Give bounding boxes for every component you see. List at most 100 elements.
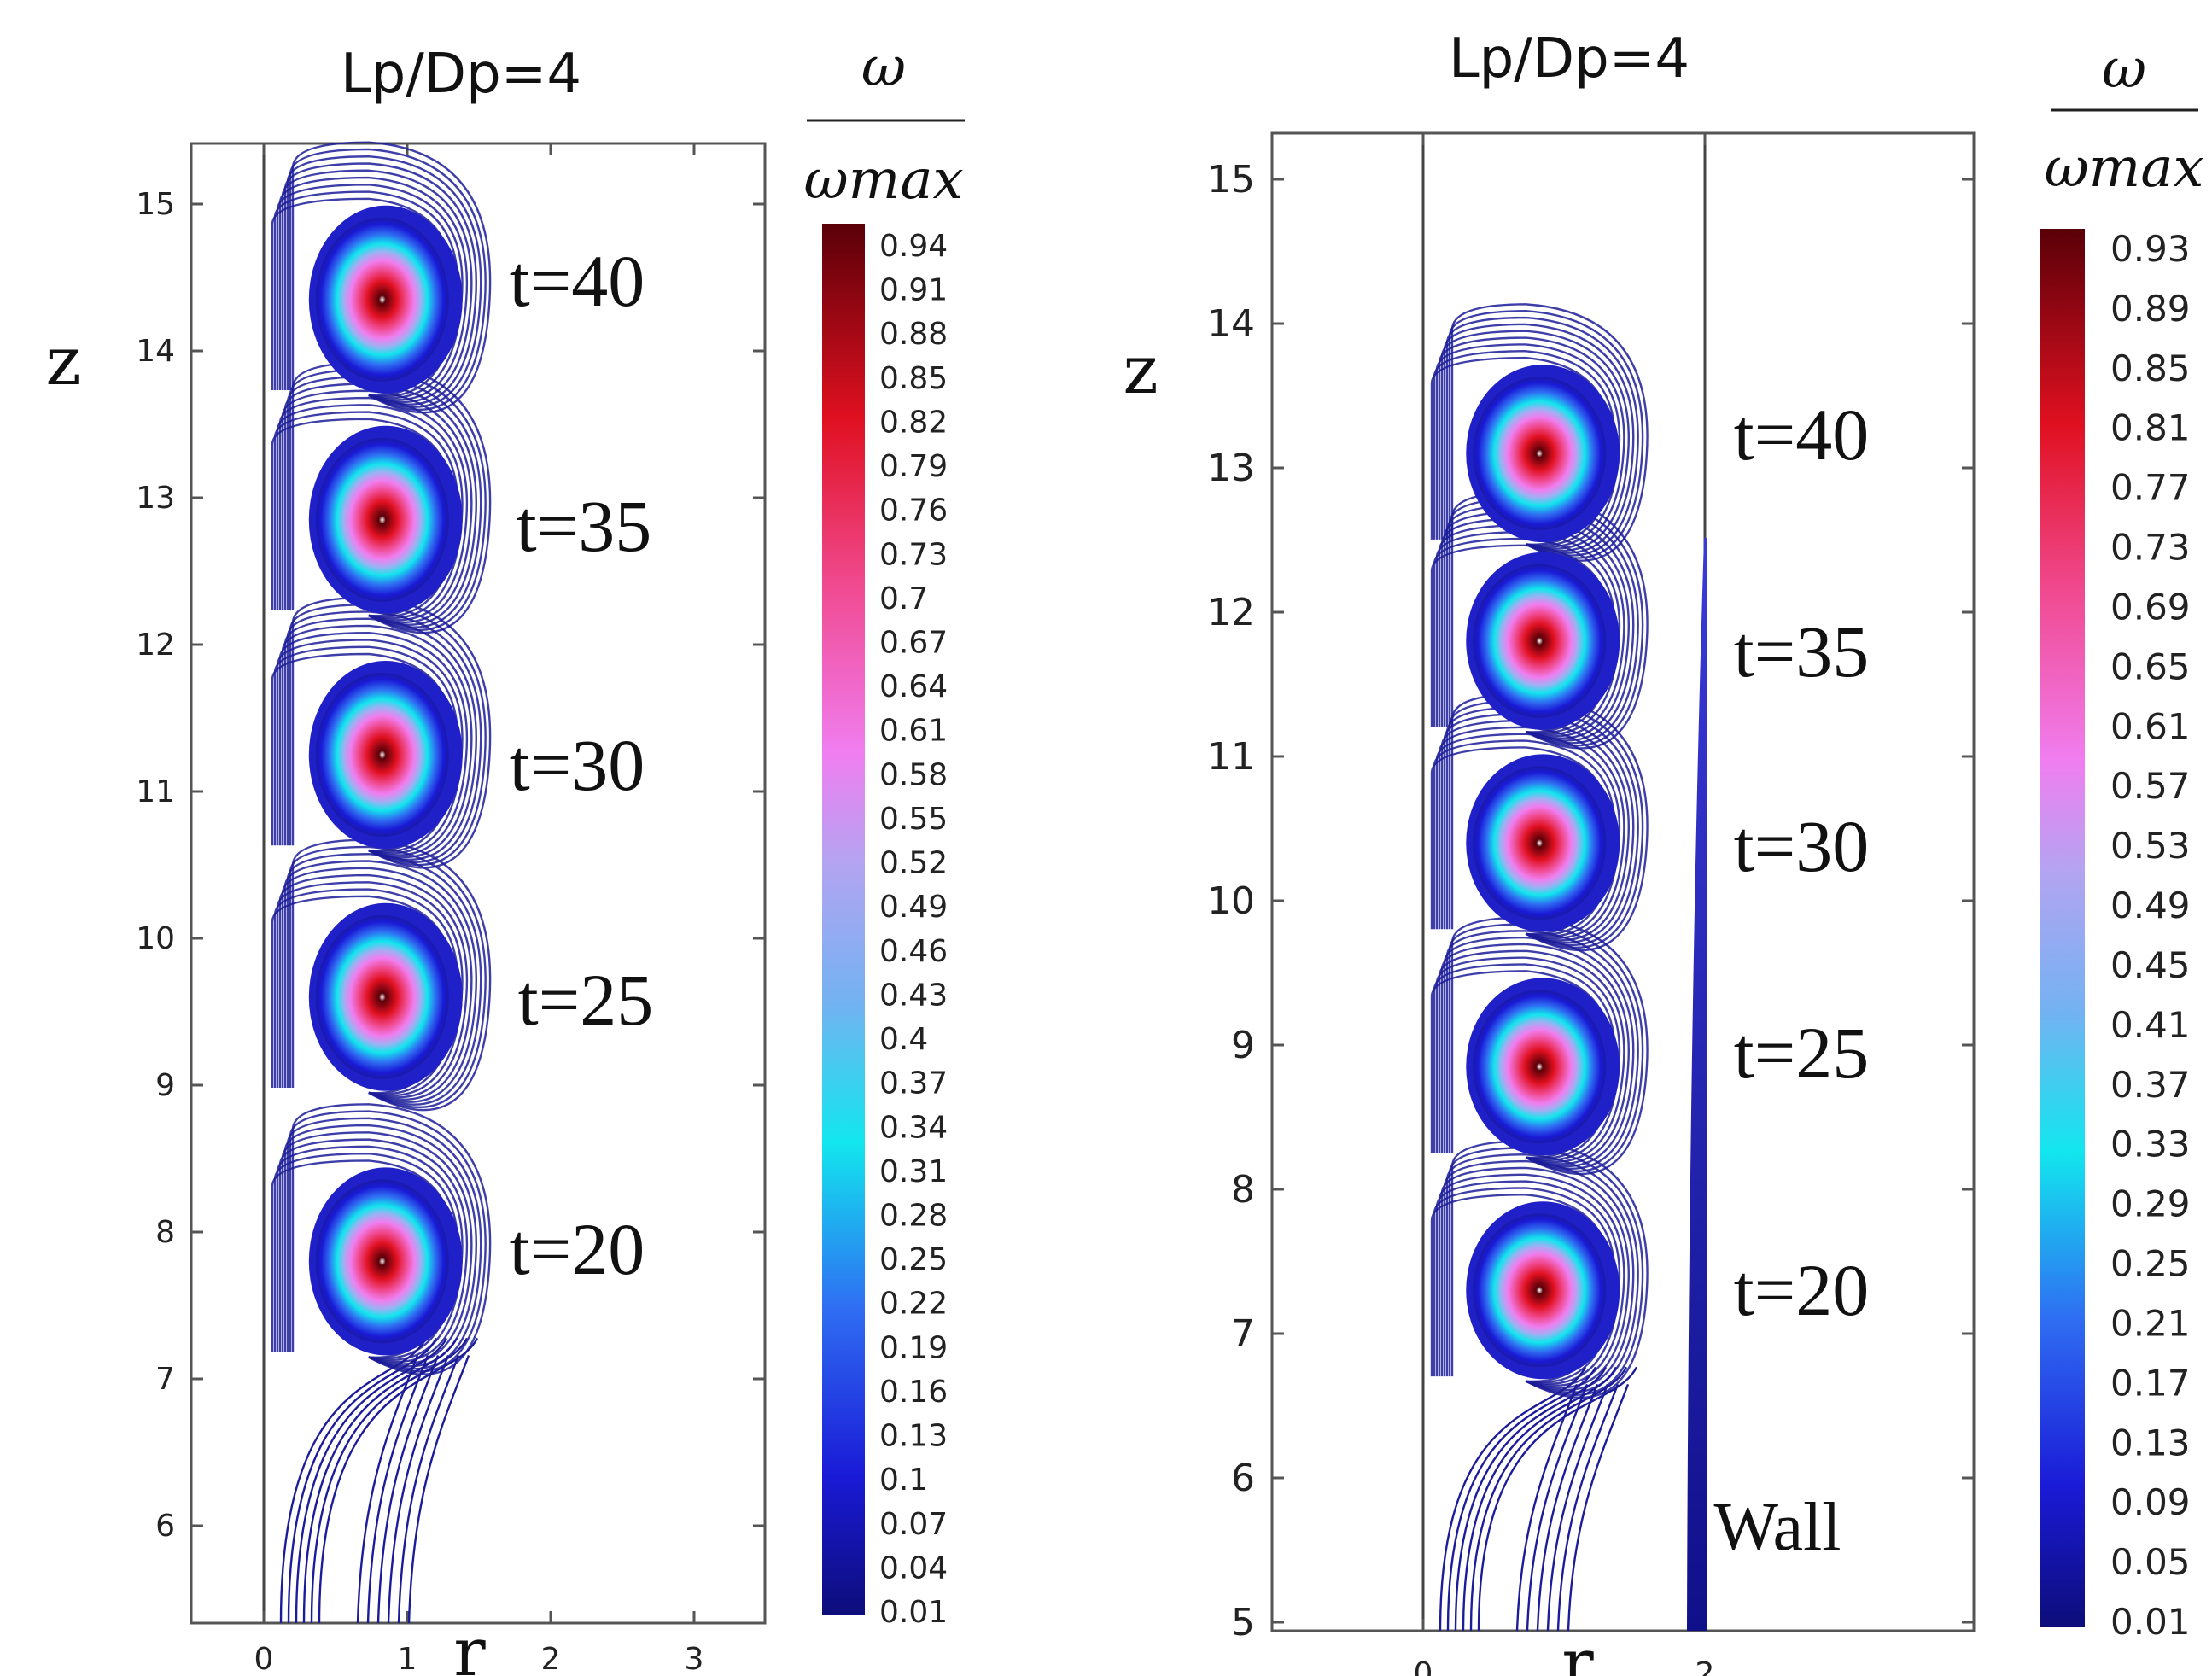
y-tick-label: 7 [1231, 1312, 1255, 1356]
right-vortex-rings [1466, 365, 1620, 1380]
colorbar-tick-label: 0.76 [879, 493, 948, 528]
right-streamlines [1430, 303, 1649, 1632]
colorbar-gradient [822, 224, 865, 1615]
streamline [278, 873, 469, 1099]
colorbar-tick-label: 0.04 [879, 1550, 948, 1585]
streamline [281, 624, 473, 859]
streamline [1433, 350, 1616, 546]
streamline [276, 639, 464, 855]
colorbar-tick-label: 0.89 [2110, 288, 2191, 330]
wall-boundary-layer [1687, 538, 1707, 1631]
colorbar-tick-label: 0.58 [879, 757, 948, 792]
streamline [1433, 537, 1616, 734]
wall-label: Wall [1713, 1490, 1841, 1565]
left-x-axis-label: r [453, 1615, 486, 1676]
colorbar-label-omega-max: ωmax [2044, 137, 2203, 200]
colorbar-tick-label: 0.49 [879, 890, 948, 925]
colorbar-tick-label: 0.55 [879, 802, 948, 837]
right-y-tick-labels: 5 6 7 8 9 10 11 12 13 14 15 [1207, 158, 1255, 1644]
colorbar-tick-label: 0.52 [879, 846, 948, 881]
left-panel-title: Lp/Dp=4 [341, 43, 581, 106]
right-x-tick-labels: 0 2 [1414, 1656, 1715, 1676]
streamline [1443, 712, 1635, 944]
colorbar-tick-label: 0.28 [879, 1198, 948, 1233]
streamline [281, 169, 473, 404]
colorbar-tick-label: 0.01 [879, 1595, 948, 1630]
colorbar-tick-label: 0.53 [2110, 825, 2191, 867]
colorbar-tick-label: 0.45 [2110, 944, 2191, 986]
streamline [291, 1103, 492, 1375]
y-tick-label: 15 [136, 187, 175, 222]
streamline [289, 603, 487, 867]
streamline [291, 141, 492, 414]
wake-streamline [318, 1337, 479, 1624]
colorbar-tick-label: 0.85 [879, 361, 948, 396]
right-colorbar: ω ωmax 0.930.890.850.810.770.730.690.650… [2040, 38, 2204, 1643]
streamline [291, 838, 492, 1112]
streamline [286, 853, 482, 1106]
streamline [291, 361, 492, 634]
vortex-ring-core [1473, 1213, 1607, 1368]
colorbar-tick-label: 0.88 [879, 317, 948, 352]
y-tick-label: 14 [136, 334, 175, 369]
y-tick-label: 11 [136, 774, 175, 809]
colorbar-tick-labels: 0.94 0.91 0.88 0.85 0.82 0.79 0.76 0.73 0.7 0.67 0… [879, 229, 948, 1630]
streamline [289, 845, 487, 1108]
streamline [1448, 699, 1644, 949]
y-tick-label: 6 [155, 1509, 175, 1544]
streamline [1433, 963, 1616, 1160]
left-colorbar: ω ωmax 0.940.910.880.850.820.790.760.730… [803, 36, 965, 1630]
y-tick-label: 15 [1207, 158, 1255, 201]
streamline [278, 176, 469, 401]
wake-streamline [1469, 1366, 1628, 1632]
streamline [278, 1138, 469, 1364]
colorbar-tick-label: 0.41 [2110, 1004, 2191, 1046]
colorbar-tick-label: 0.25 [879, 1242, 948, 1277]
left-tick-marks [191, 143, 765, 1623]
colorbar-tick-label: 0.73 [2110, 527, 2191, 569]
y-tick-label: 10 [136, 921, 175, 956]
colorbar-tick-label: 0.37 [879, 1066, 948, 1101]
streamline [1435, 530, 1621, 736]
right-panel-title: Lp/Dp=4 [1449, 27, 1690, 91]
wake-streamline [310, 1337, 469, 1624]
y-tick-label: 13 [1207, 447, 1255, 490]
right-time-labels: t=40 t=35 t=30 t=25 t=20 [1734, 394, 1869, 1331]
time-label: t=20 [510, 1208, 645, 1290]
wake-streamline [295, 1337, 448, 1624]
time-label: t=30 [510, 724, 645, 806]
streamline [1433, 1187, 1616, 1384]
streamline [1448, 310, 1644, 559]
streamline [1435, 1180, 1621, 1385]
time-label: t=25 [518, 959, 653, 1041]
streamline [278, 396, 469, 622]
y-tick-label: 9 [1231, 1024, 1255, 1067]
colorbar-label-omega: ω [2102, 38, 2146, 101]
colorbar-tick-label: 0.29 [2110, 1183, 2191, 1225]
colorbar-tick-label: 0.37 [2110, 1064, 2191, 1106]
vortex-ring-core [1473, 990, 1607, 1144]
right-panel: Lp/Dp=4 z r Wall 5 6 7 8 9 10 11 12 13 1… [1123, 27, 2203, 1676]
y-tick-label: 12 [136, 628, 175, 663]
left-y-axis-label: z [45, 324, 80, 400]
streamline [283, 860, 477, 1103]
streamline [1440, 719, 1630, 942]
wake-streamline [302, 1337, 458, 1624]
right-y-axis-label: z [1123, 332, 1158, 409]
colorbar-tick-label: 0.67 [879, 626, 948, 661]
colorbar-label-omega: ω [861, 36, 906, 99]
colorbar-label-omega-max: ωmax [803, 149, 963, 212]
streamline [1443, 936, 1635, 1168]
streamline [1448, 497, 1644, 747]
colorbar-tick-label: 0.09 [2110, 1481, 2191, 1523]
streamline [1443, 511, 1635, 742]
streamline [1445, 706, 1639, 947]
streamline [1440, 1166, 1630, 1389]
colorbar-gradient [2040, 229, 2085, 1627]
vortex-ring-core [1473, 564, 1607, 718]
time-label: t=35 [517, 485, 651, 567]
time-label: t=20 [1734, 1249, 1869, 1331]
x-tick-label: 1 [398, 1642, 417, 1676]
left-vortex-rings [308, 205, 463, 1356]
left-x-tick-labels: 0 1 2 3 [254, 1642, 704, 1676]
